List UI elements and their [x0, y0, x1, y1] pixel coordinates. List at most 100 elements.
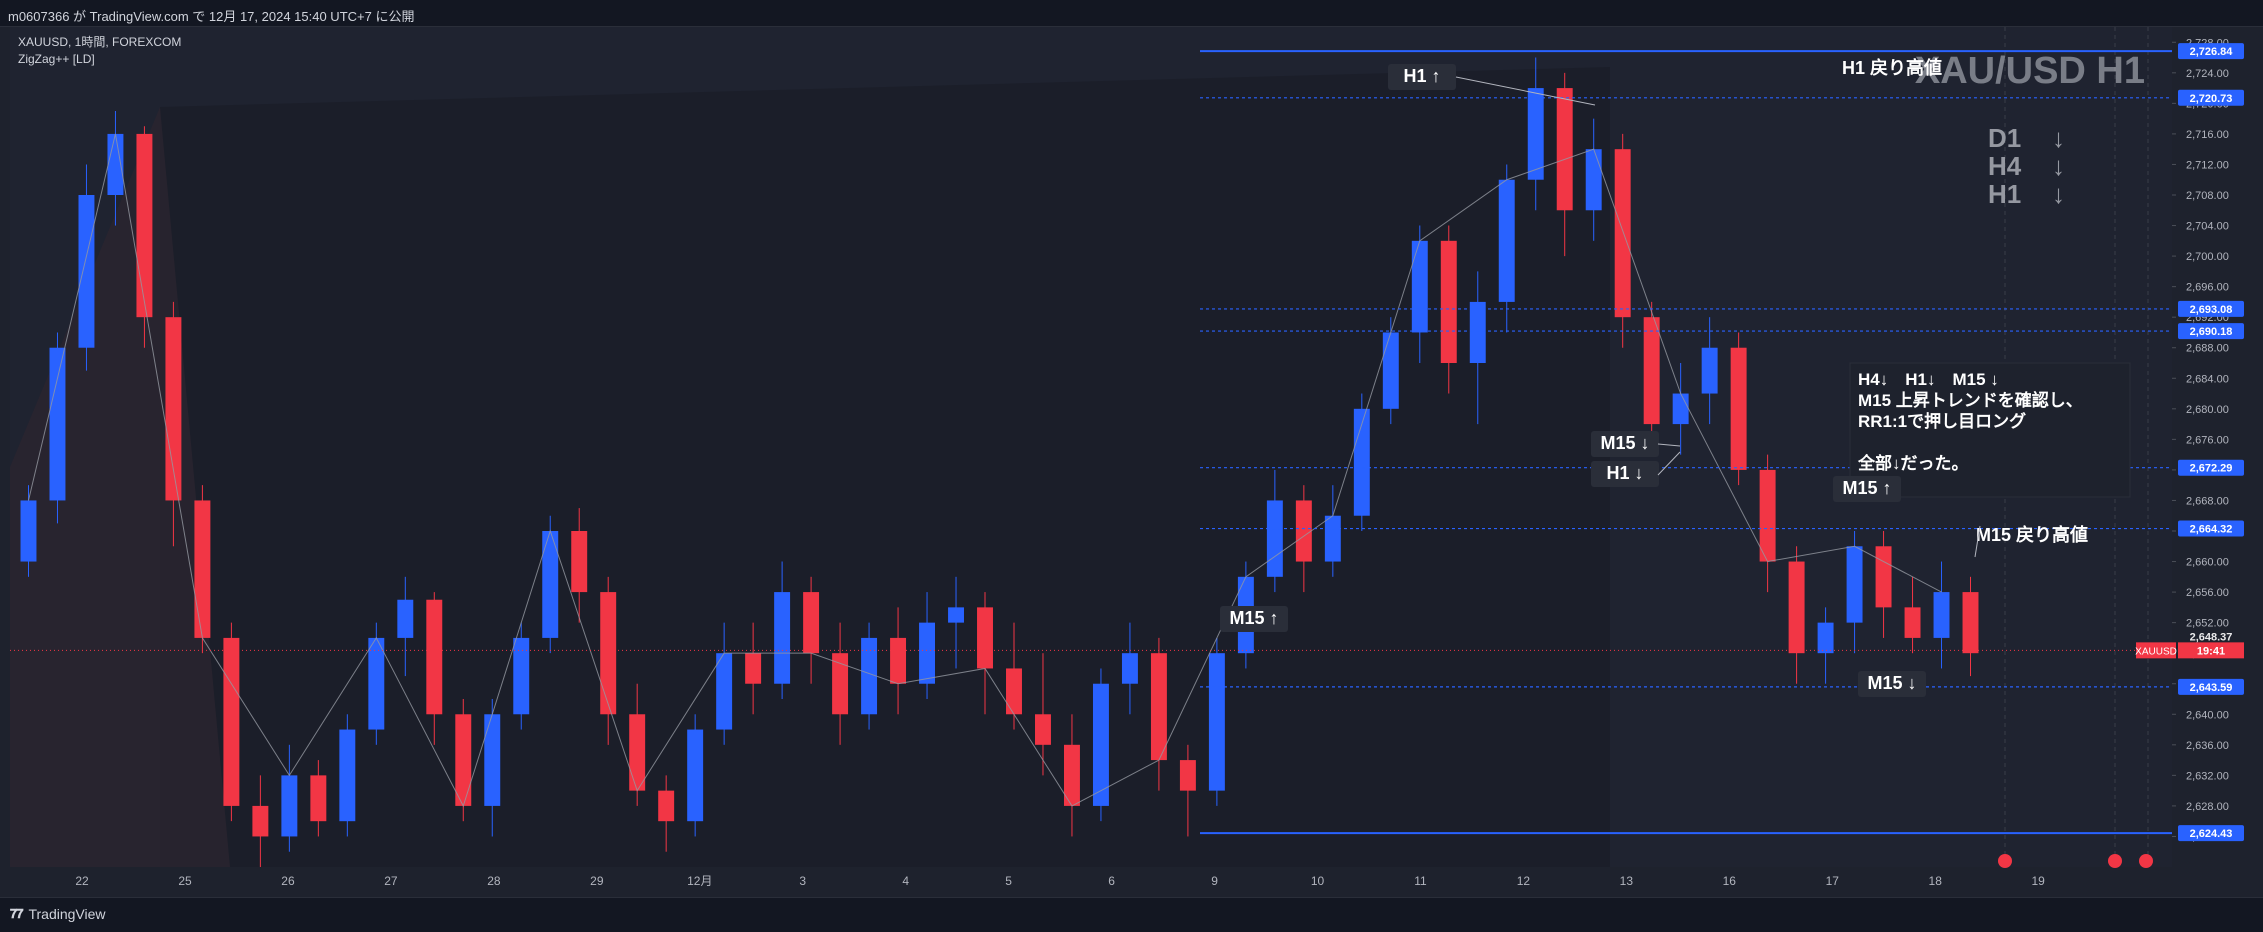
x-tick-label: 4 [902, 874, 909, 888]
annotation-box [1220, 606, 1288, 632]
y-tick-label: 2,716.00 [2186, 129, 2229, 141]
annotation-pointer [1657, 451, 1681, 476]
annotation-label: M15 ↑ [1842, 478, 1891, 498]
x-tick-label: 29 [590, 874, 604, 888]
candle-body [281, 775, 298, 837]
y-tick-label: 2,652.00 [2186, 618, 2229, 630]
y-tick-label: 2,640.00 [2186, 709, 2229, 721]
candle-body [1817, 622, 1834, 654]
candle-body [629, 714, 646, 791]
annotation-label: M15 ↓ [1867, 673, 1916, 693]
candle-body [1411, 240, 1428, 333]
note-line: M15 上昇トレンドを確認し、 [1858, 390, 2083, 410]
candle-body [1063, 744, 1080, 806]
y-tick-label: 2,708.00 [2186, 190, 2229, 202]
annotation-label: M15 ↑ [1229, 608, 1278, 628]
candle-body [571, 531, 588, 593]
y-tick-label: 2,684.00 [2186, 373, 2229, 385]
candle-body [339, 729, 356, 822]
annotation-box [1591, 461, 1659, 487]
symbol-badge [2136, 642, 2176, 659]
chart-svg[interactable]: 2,624.002,628.002,632.002,636.002,640.00… [0, 27, 2263, 897]
annotation-box [1833, 476, 1901, 502]
candle-body [1527, 88, 1544, 180]
price-level-label: 2,726.84 [2190, 46, 2234, 58]
candle-body [745, 653, 762, 684]
y-tick-label: 2,712.00 [2186, 159, 2229, 171]
candle-body [832, 653, 849, 715]
y-tick-label: 2,632.00 [2186, 770, 2229, 782]
y-tick-label: 2,704.00 [2186, 221, 2229, 233]
calendar-event-icon[interactable] [2139, 854, 2153, 868]
candle-body [78, 195, 95, 348]
candle-body [513, 637, 530, 715]
candle-body [1006, 668, 1022, 715]
candle-body [1440, 240, 1457, 363]
candle-body [1556, 88, 1573, 211]
annotation-label: H1 戻り高値 [1842, 57, 1942, 78]
price-axis[interactable] [2176, 27, 2263, 867]
calendar-event-icon[interactable] [2108, 854, 2122, 868]
y-tick-label: 2,680.00 [2186, 404, 2229, 416]
tradingview-logo[interactable]: 𝟕𝟕 TradingView [10, 906, 106, 922]
candle-body [600, 592, 617, 715]
candle-body [1701, 347, 1718, 394]
price-level-badge [2178, 825, 2244, 842]
candle-body [252, 805, 269, 837]
candle-body [1788, 561, 1805, 654]
candle-body [1585, 149, 1602, 211]
candle-body [1614, 149, 1631, 318]
candle-body [948, 607, 964, 623]
candle-body [484, 714, 501, 806]
candle-body [1150, 653, 1167, 761]
candle-body [687, 729, 704, 822]
candle-body [194, 500, 211, 638]
x-tick-label: 3 [799, 874, 806, 888]
candle-body [426, 599, 443, 715]
x-tick-label: 22 [75, 874, 89, 888]
candle-body [397, 599, 414, 638]
y-tick-label: 2,724.00 [2186, 68, 2229, 80]
price-level-badge [2178, 43, 2244, 60]
annotation-label: M15 戻り高値 [1976, 524, 2088, 545]
candle-body [20, 500, 37, 562]
candle-body [1759, 469, 1776, 562]
candle-body [1208, 653, 1225, 791]
note-line: RR1:1で押し目ロング [1858, 411, 2026, 431]
price-level-badge [2178, 89, 2244, 106]
candle-body [1643, 317, 1660, 425]
y-tick-label: 2,676.00 [2186, 434, 2229, 446]
candle-body [1730, 347, 1747, 470]
price-level-badge [2178, 678, 2244, 695]
symbol-legend: XAUUSD, 1時間, FOREXCOM [18, 35, 181, 49]
calendar-event-icon[interactable] [1998, 854, 2012, 868]
tv-logo-icon: 𝟕𝟕 [10, 906, 24, 921]
price-level-label: 2,672.29 [2190, 463, 2233, 475]
annotation-box [1858, 671, 1926, 697]
trend-arrow: ↓ [2052, 123, 2065, 153]
candle-body [1179, 760, 1196, 791]
x-tick-label: 12 [1517, 874, 1531, 888]
trend-arrow: ↓ [2052, 179, 2065, 209]
x-tick-label: 18 [1929, 874, 1943, 888]
candle-body [49, 347, 66, 501]
candle-body [165, 317, 182, 501]
chart-area[interactable]: 2,624.002,628.002,632.002,636.002,640.00… [0, 27, 2263, 897]
price-level-badge [2178, 323, 2244, 340]
candle-body [1469, 301, 1486, 363]
candle-body [977, 607, 993, 669]
trend-label: H4 [1988, 151, 2022, 181]
watermark-text: XAU/USD H1 [1915, 50, 2145, 92]
x-tick-label: 6 [1108, 874, 1115, 888]
candle-body [1324, 515, 1341, 562]
candle-body [1962, 592, 1979, 654]
candle-body [1295, 500, 1312, 562]
published-text: m0607366 が TradingView.com で 12月 17, 202… [8, 9, 415, 24]
x-tick-label: 5 [1005, 874, 1012, 888]
candle-body [890, 637, 907, 684]
candle-body [1672, 393, 1689, 425]
candle-body [1933, 592, 1950, 638]
footer-bar: 𝟕𝟕 TradingView [0, 897, 2263, 932]
brand-label: TradingView [28, 906, 106, 922]
x-tick-label: 9 [1211, 874, 1218, 888]
